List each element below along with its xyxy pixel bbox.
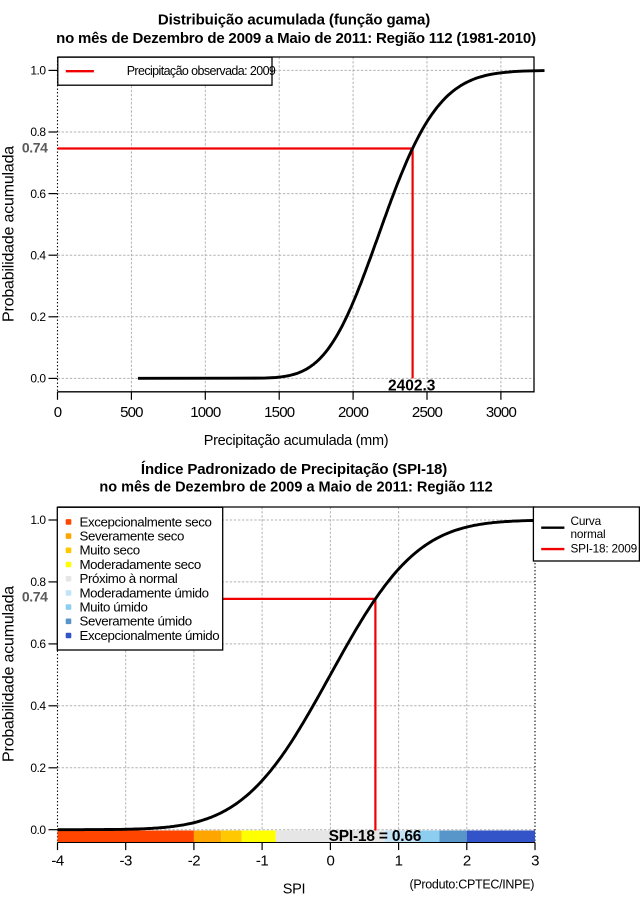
svg-text:normal: normal	[571, 527, 606, 541]
svg-text:500: 500	[120, 404, 143, 421]
svg-text:0.2: 0.2	[30, 310, 46, 324]
svg-text:Próximo à normal: Próximo à normal	[80, 571, 178, 586]
svg-text:3000: 3000	[486, 404, 517, 421]
svg-text:Excepcionalmente úmido: Excepcionalmente úmido	[80, 628, 220, 643]
svg-text:Severamente seco: Severamente seco	[80, 529, 184, 544]
svg-text:-1: -1	[256, 852, 268, 869]
svg-text:0.4: 0.4	[30, 699, 46, 713]
svg-text:1: 1	[395, 852, 403, 869]
svg-text:Moderadamente seco: Moderadamente seco	[80, 557, 201, 572]
svg-text:0: 0	[326, 852, 334, 869]
svg-text:SPI-18 = 0.66: SPI-18 = 0.66	[329, 828, 422, 845]
svg-text:-4: -4	[51, 852, 63, 869]
svg-text:Muito úmido: Muito úmido	[80, 600, 148, 615]
svg-text:(Produto:CPTEC/INPE): (Produto:CPTEC/INPE)	[410, 878, 535, 892]
svg-text:0.6: 0.6	[30, 637, 46, 651]
svg-text:no mês de Dezembro de 2009 a M: no mês de Dezembro de 2009 a Maio de 201…	[99, 479, 492, 495]
svg-text:0.8: 0.8	[30, 575, 46, 589]
svg-text:2: 2	[463, 852, 471, 869]
svg-text:1500: 1500	[264, 404, 295, 421]
svg-text:0.6: 0.6	[30, 187, 46, 201]
svg-text:0.4: 0.4	[30, 248, 46, 262]
svg-text:Severamente úmido: Severamente úmido	[80, 614, 192, 629]
svg-text:0.8: 0.8	[30, 125, 46, 139]
svg-text:0.0: 0.0	[30, 823, 46, 837]
svg-text:Curva: Curva	[571, 514, 602, 528]
svg-text:2000: 2000	[338, 404, 369, 421]
svg-text:Distribuição acumulada (função: Distribuição acumulada (função gama)	[158, 12, 430, 29]
svg-text:Precipitação observada: 2009: Precipitação observada: 2009	[127, 64, 276, 78]
svg-text:Excepcionalmente seco: Excepcionalmente seco	[80, 514, 212, 529]
svg-text:1000: 1000	[190, 404, 221, 421]
svg-text:SPI: SPI	[283, 882, 305, 898]
svg-text:Probabilidade acumulada: Probabilidade acumulada	[1, 586, 18, 762]
svg-text:0.0: 0.0	[30, 372, 46, 386]
svg-text:0: 0	[54, 404, 62, 421]
svg-text:1.0: 1.0	[30, 64, 46, 78]
svg-text:0.2: 0.2	[30, 761, 46, 775]
svg-text:SPI-18: 2009: SPI-18: 2009	[571, 542, 637, 556]
svg-text:no mês de Dezembro de 2009 a M: no mês de Dezembro de 2009 a Maio de 201…	[56, 30, 536, 47]
svg-text:Moderadamente úmido: Moderadamente úmido	[80, 585, 209, 600]
svg-text:0.74: 0.74	[22, 140, 48, 156]
svg-text:Índice Padronizado de Precipit: Índice Padronizado de Precipitação (SPI-…	[141, 461, 447, 478]
svg-text:-2: -2	[188, 852, 200, 869]
svg-text:2402.3: 2402.3	[388, 377, 436, 394]
svg-text:Muito seco: Muito seco	[80, 543, 140, 558]
svg-text:Precipitação acumulada (mm): Precipitação acumulada (mm)	[204, 433, 389, 449]
svg-text:-3: -3	[120, 852, 132, 869]
svg-text:3: 3	[531, 852, 539, 869]
svg-text:0.74: 0.74	[22, 589, 48, 605]
svg-text:Probabilidade acumulada: Probabilidade acumulada	[1, 146, 18, 322]
svg-text:1.0: 1.0	[30, 513, 46, 527]
svg-text:2500: 2500	[412, 404, 443, 421]
